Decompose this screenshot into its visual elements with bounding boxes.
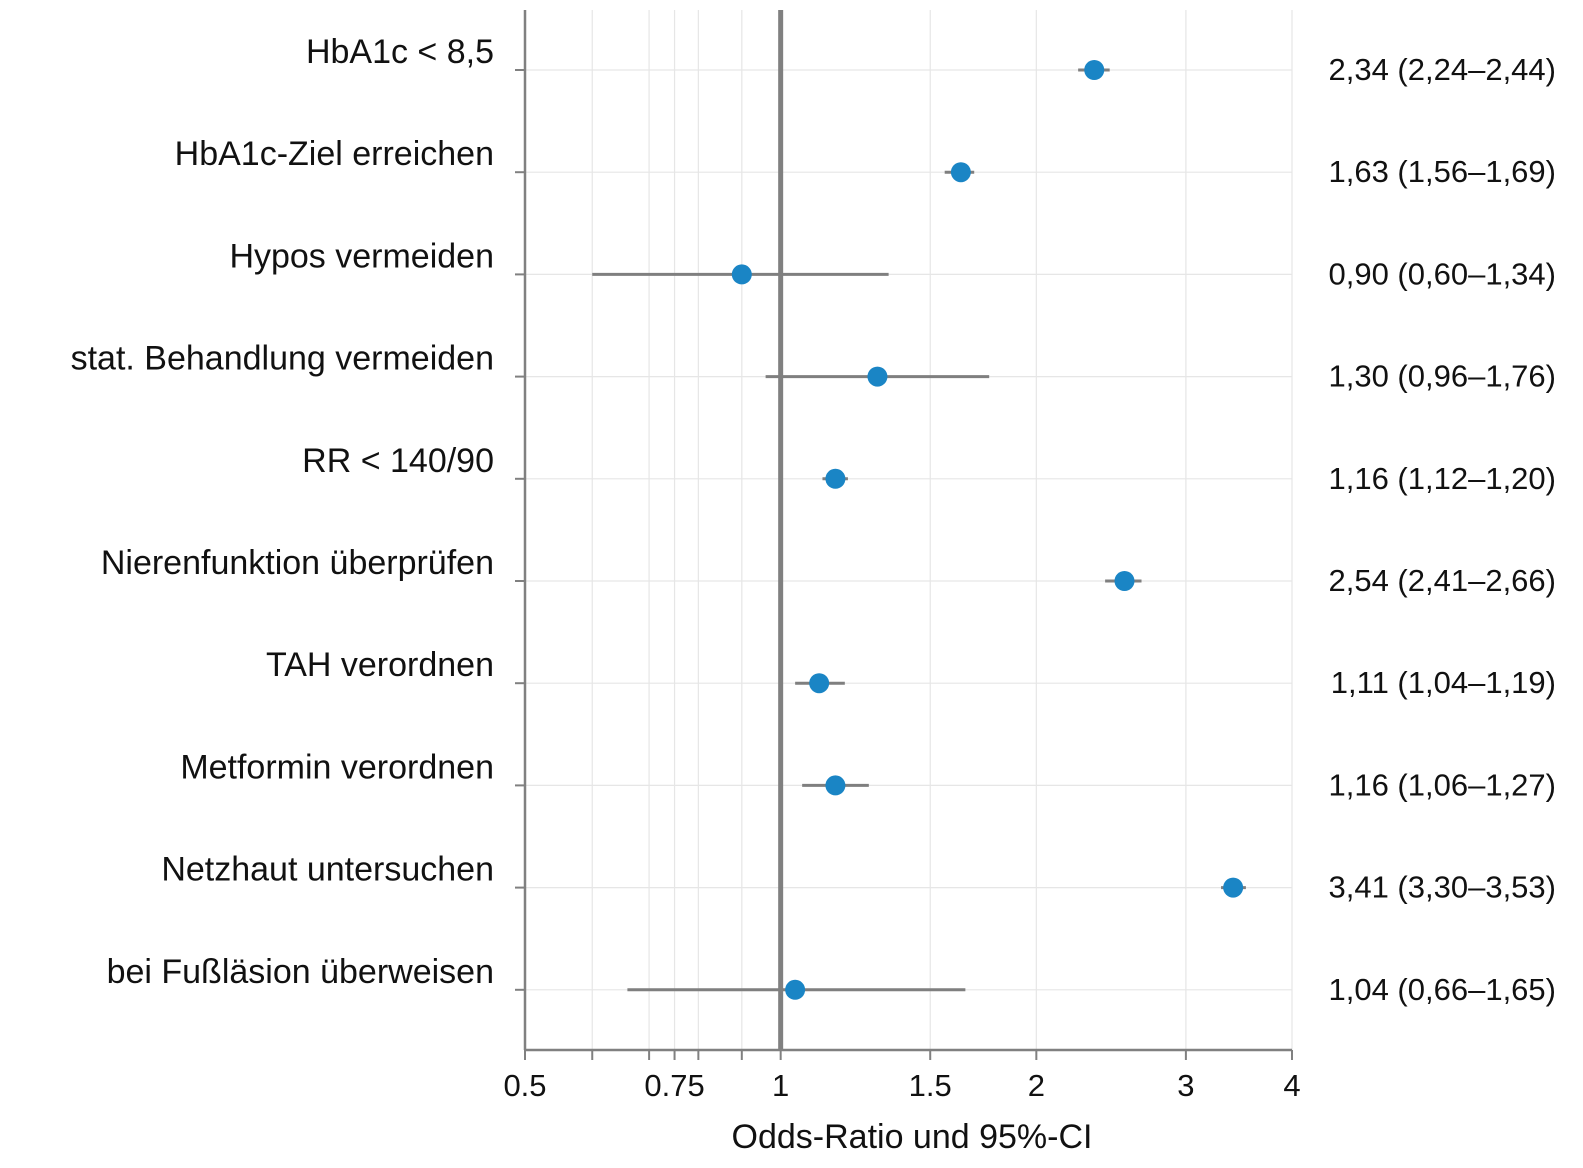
x-tick-label: 1: [772, 1068, 789, 1103]
odds-ratio-text: 0,90 (0,60–1,34): [1328, 256, 1556, 291]
row-label: RR < 140/90: [302, 442, 494, 480]
odds-ratio-point: [825, 468, 846, 489]
odds-ratio-text: 1,16 (1,06–1,27): [1328, 767, 1556, 802]
row-label: TAH verordnen: [266, 646, 494, 684]
row-label: bei Fußläsion überweisen: [107, 953, 494, 991]
row-label: stat. Behandlung vermeiden: [71, 340, 494, 378]
odds-ratio-text: 1,30 (0,96–1,76): [1328, 359, 1556, 394]
odds-ratio-point: [731, 264, 752, 285]
row-label: HbA1c < 8,5: [306, 33, 494, 71]
odds-ratio-text: 1,63 (1,56–1,69): [1328, 154, 1556, 189]
axes: [515, 10, 1292, 1052]
odds-ratio-text: 1,11 (1,04–1,19): [1331, 665, 1556, 700]
row-label: Metformin verordnen: [180, 748, 494, 786]
odds-ratio-text: 2,34 (2,24–2,44): [1328, 52, 1556, 87]
odds-ratio-point: [785, 979, 806, 1000]
odds-ratio-text: 2,54 (2,41–2,66): [1328, 563, 1556, 598]
odds-ratio-text: 1,16 (1,12–1,20): [1328, 461, 1556, 496]
x-tick-label: 3: [1177, 1068, 1194, 1103]
x-tick-label: 2: [1028, 1068, 1045, 1103]
odds-ratio-text: 3,41 (3,30–3,53): [1328, 870, 1556, 905]
odds-ratio-texts: 2,34 (2,24–2,44) 1,63 (1,56–1,69) 0,90 (0,…: [1328, 52, 1556, 1007]
odds-ratio-point: [867, 366, 888, 387]
odds-ratio-point: [809, 673, 830, 694]
odds-ratio-text: 1,04 (0,66–1,65): [1328, 972, 1556, 1007]
row-label: Netzhaut untersuchen: [161, 851, 494, 889]
x-axis-title: Odds-Ratio und 95%-CI: [732, 1118, 1093, 1156]
row-label: Nierenfunktion überprüfen: [101, 544, 494, 582]
x-axis-ticks: 0.5 0.75 1 1.5 2 3 4: [503, 1050, 1301, 1103]
odds-ratio-point: [825, 775, 846, 796]
odds-ratio-points: [731, 60, 1244, 1000]
grid-lines: [525, 10, 1293, 1050]
odds-ratio-point: [950, 162, 971, 183]
row-label: HbA1c-Ziel erreichen: [175, 135, 494, 173]
row-label: Hypos vermeiden: [229, 237, 494, 275]
x-tick-label: 0.75: [644, 1068, 704, 1103]
odds-ratio-point: [1114, 571, 1135, 591]
row-labels: HbA1c < 8,5 HbA1c-Ziel erreichen Hypos ver…: [71, 33, 494, 991]
odds-ratio-point: [1223, 877, 1244, 898]
x-tick-label: 0.5: [503, 1068, 546, 1103]
odds-ratio-point: [1084, 60, 1105, 80]
x-tick-label: 1.5: [909, 1068, 952, 1103]
confidence-intervals: [592, 68, 1246, 992]
x-tick-label: 4: [1283, 1068, 1300, 1103]
